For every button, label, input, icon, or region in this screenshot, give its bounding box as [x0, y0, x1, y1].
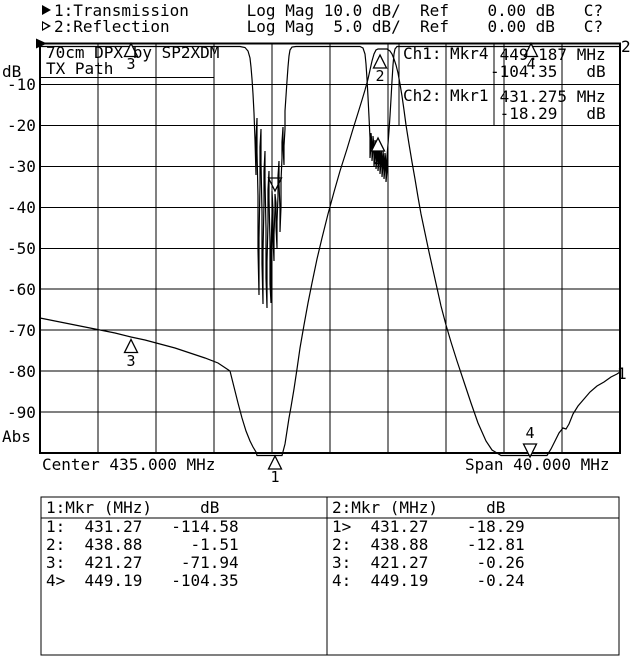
reflection-trace-label: 2 — [621, 37, 631, 56]
marker-table-right-header: 2:Mkr (MHz) dB — [332, 498, 506, 517]
ch2-marker2-icon — [370, 136, 386, 152]
ch2-marker3-icon — [123, 42, 139, 58]
ch1-status-line[interactable]: 1:Transmission Log Mag 10.0 dB/ Ref 0.00… — [54, 1, 604, 20]
ch2-status-line[interactable]: 2:Reflection Log Mag 5.0 dB/ Ref 0.00 dB… — [54, 17, 604, 36]
y-tick-60: -60 — [7, 280, 36, 299]
ch1-marker4-label: 4 — [525, 424, 535, 442]
table-row: 4> 449.19 -104.35 — [46, 571, 239, 590]
y-axis-unit: dB — [2, 62, 22, 81]
transmission-trace — [39, 48, 621, 457]
y-tick-70: -70 — [7, 321, 36, 340]
transmission-trace-label: 1 — [617, 364, 627, 383]
ch2-marker2-label: 2 — [373, 150, 383, 168]
y-tick-40: -40 — [7, 198, 36, 217]
ref-position-icon — [36, 38, 47, 49]
table-row: 2: 438.88 -1.51 — [46, 535, 239, 554]
ch1-marker2-label: 2 — [375, 67, 385, 85]
plot-title-line2: TX Path — [46, 59, 114, 78]
ch2-marker1-icon — [267, 177, 283, 193]
table-row: 4: 449.19 -0.24 — [332, 571, 525, 590]
ch2-marker3-label: 3 — [126, 55, 136, 73]
readout-ch2-marker: Mkr1 — [450, 86, 489, 105]
ch1-marker4-icon — [522, 443, 538, 459]
y-tick-20: -20 — [7, 116, 36, 135]
y-tick-30: -30 — [7, 157, 36, 176]
y-tick-90: -90 — [7, 403, 36, 422]
ch2-active-icon[interactable] — [42, 21, 51, 31]
table-row: 1: 431.27 -114.58 — [46, 517, 239, 536]
readout-ch1-value: 449.187 MHz -104.35 dB — [490, 45, 606, 81]
ch1-active-icon[interactable] — [42, 5, 51, 15]
ch1-marker1-icon — [267, 454, 283, 470]
readout-ch1-label: Ch1: — [403, 44, 442, 63]
ch1-marker1-label: 1 — [270, 468, 280, 486]
reflection-trace — [40, 45, 620, 309]
ch1-marker3-icon — [123, 338, 139, 354]
table-row: 1> 431.27 -18.29 — [332, 517, 525, 536]
y-tick-50: -50 — [7, 239, 36, 258]
y-tick-10: -10 — [7, 75, 36, 94]
readout-ch2-value: 431.275 MHz -18.29 dB — [499, 87, 606, 123]
ch1-marker2-icon — [372, 53, 388, 69]
plot-title-line1: 70cm DPX by SP2XDM — [46, 43, 220, 62]
y-axis-mode: Abs — [2, 427, 31, 446]
table-row: 3: 421.27 -0.26 — [332, 553, 525, 572]
span-frequency-label: Span 40.000 MHz — [465, 455, 610, 474]
marker-table-box — [40, 496, 620, 656]
table-row: 2: 438.88 -12.81 — [332, 535, 525, 554]
ch1-marker3-label: 3 — [126, 352, 136, 370]
table-row: 3: 421.27 -71.94 — [46, 553, 239, 572]
readout-box — [398, 43, 495, 126]
ch2-marker4-icon — [523, 42, 539, 58]
ch2-marker4-label: 4 — [526, 55, 536, 73]
marker-table-left-header: 1:Mkr (MHz) dB — [46, 498, 220, 517]
marker-table-dividers — [41, 497, 619, 655]
center-frequency-label: Center 435.000 MHz — [42, 455, 216, 474]
y-tick-80: -80 — [7, 362, 36, 381]
readout-ch2-label: Ch2: — [403, 86, 442, 105]
readout-ch1-marker: Mkr4 — [450, 44, 489, 63]
